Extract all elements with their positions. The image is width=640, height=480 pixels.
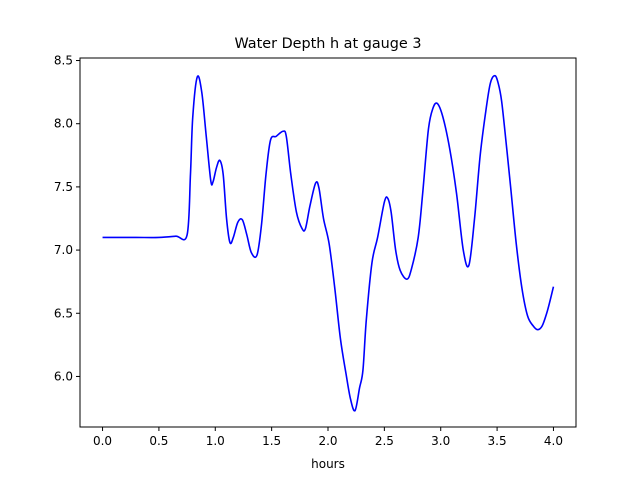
x-tick-label: 0.0 [93,434,112,448]
plot-series [102,74,555,412]
axis-ticks: 0.0 0.5 1.0 1.5 2.0 2.5 3.0 3.5 4.0 6.0 6.5 7.0 7.5 8… [54,54,563,448]
x-tick-label: 3.5 [488,434,507,448]
y-tick-label: 8.5 [54,54,73,68]
x-tick-label: 4.0 [544,434,563,448]
series-line-water-depth [102,74,555,412]
plot-area-frame [79,57,577,428]
chart-title: Water Depth h at gauge 3 [234,36,421,52]
y-tick-label: 8.0 [54,117,73,131]
x-tick-label: 1.5 [262,434,281,448]
x-tick-label: 0.5 [149,434,168,448]
x-tick-label: 3.0 [431,434,450,448]
x-tick-label: 2.0 [318,434,337,448]
x-axis-label: hours [311,457,345,471]
x-tick-label: 1.0 [206,434,225,448]
y-tick-label: 7.0 [54,243,73,257]
y-tick-label: 7.5 [54,180,73,194]
x-tick-label: 2.5 [375,434,394,448]
y-tick-label: 6.0 [54,369,73,383]
y-tick-label: 6.5 [54,306,73,320]
